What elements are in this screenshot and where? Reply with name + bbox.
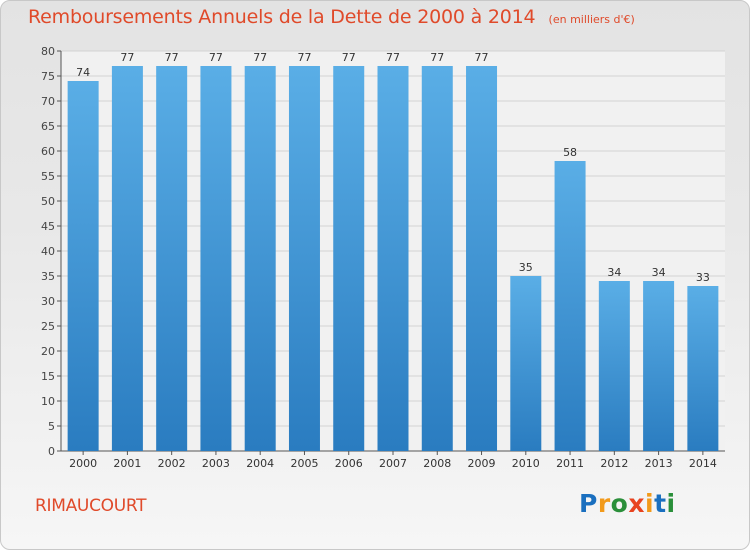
y-tick-label: 55 xyxy=(41,170,55,183)
chart-title: Remboursements Annuels de la Dette de 20… xyxy=(28,6,536,28)
data-label: 35 xyxy=(519,261,533,274)
data-label: 74 xyxy=(76,66,90,79)
data-label: 33 xyxy=(696,271,710,284)
x-tick-label: 2004 xyxy=(246,457,274,470)
bar-2000 xyxy=(67,81,99,451)
x-tick-label: 2006 xyxy=(335,457,363,470)
data-label: 77 xyxy=(386,51,400,64)
y-tick-label: 40 xyxy=(41,245,55,258)
bar-2012 xyxy=(598,281,630,451)
y-tick-label: 10 xyxy=(41,395,55,408)
bar-2011 xyxy=(554,161,586,451)
x-tick-label: 2001 xyxy=(113,457,141,470)
data-label: 77 xyxy=(253,51,267,64)
data-label: 77 xyxy=(430,51,444,64)
data-label: 77 xyxy=(475,51,489,64)
brand-letter: x xyxy=(628,489,645,518)
y-tick-label: 15 xyxy=(41,370,55,383)
y-tick-label: 75 xyxy=(41,70,55,83)
bar-2003 xyxy=(200,66,232,451)
data-label: 77 xyxy=(165,51,179,64)
y-tick-label: 35 xyxy=(41,270,55,283)
brand-letter: r xyxy=(597,489,611,518)
y-tick-label: 30 xyxy=(41,295,55,308)
chart-header: Remboursements Annuels de la Dette de 20… xyxy=(28,6,635,28)
brand-letter: i xyxy=(666,489,676,518)
bar-2005 xyxy=(288,66,320,451)
x-tick-label: 2012 xyxy=(600,457,628,470)
brand-letter: t xyxy=(654,489,667,518)
data-label: 34 xyxy=(607,266,621,279)
x-tick-label: 2011 xyxy=(556,457,584,470)
bar-2008 xyxy=(421,66,453,451)
y-tick-label: 70 xyxy=(41,95,55,108)
y-tick-label: 45 xyxy=(41,220,55,233)
brand-letter: i xyxy=(645,489,655,518)
bar-2009 xyxy=(466,66,498,451)
x-tick-label: 2003 xyxy=(202,457,230,470)
data-label: 77 xyxy=(209,51,223,64)
y-tick-label: 5 xyxy=(48,420,55,433)
data-label: 34 xyxy=(652,266,666,279)
bar-2001 xyxy=(111,66,143,451)
data-label: 77 xyxy=(120,51,134,64)
bar-2004 xyxy=(244,66,276,451)
x-tick-label: 2009 xyxy=(468,457,496,470)
y-tick-label: 0 xyxy=(48,445,55,458)
place-name: RIMAUCOURT xyxy=(35,496,147,516)
data-label: 58 xyxy=(563,146,577,159)
y-tick-label: 65 xyxy=(41,120,55,133)
bar-2014 xyxy=(687,286,719,451)
brand-letter: o xyxy=(610,489,629,518)
brand-letter: P xyxy=(579,489,598,518)
bar-2013 xyxy=(643,281,675,451)
x-tick-label: 2000 xyxy=(69,457,97,470)
bar-2007 xyxy=(377,66,409,451)
bar-2002 xyxy=(156,66,188,451)
x-tick-label: 2005 xyxy=(290,457,318,470)
x-tick-label: 2008 xyxy=(423,457,451,470)
chart-subtitle: (en milliers d'€) xyxy=(548,13,635,26)
brand-logo: Proxiti xyxy=(579,489,676,518)
bar-chart: 0 5 10 15 20 25 30 35 40 45 50 55 60 65 70 75 80 74 2000 77… xyxy=(41,45,725,470)
x-tick-label: 2002 xyxy=(158,457,186,470)
y-tick-label: 20 xyxy=(41,345,55,358)
y-tick-label: 60 xyxy=(41,145,55,158)
bar-2010 xyxy=(510,276,542,451)
bar-2006 xyxy=(333,66,365,451)
x-tick-label: 2014 xyxy=(689,457,717,470)
x-tick-label: 2010 xyxy=(512,457,540,470)
y-tick-label: 80 xyxy=(41,45,55,58)
y-tick-label: 25 xyxy=(41,320,55,333)
y-tick-label: 50 xyxy=(41,195,55,208)
x-tick-label: 2013 xyxy=(645,457,673,470)
data-label: 77 xyxy=(342,51,356,64)
data-label: 77 xyxy=(297,51,311,64)
x-tick-label: 2007 xyxy=(379,457,407,470)
